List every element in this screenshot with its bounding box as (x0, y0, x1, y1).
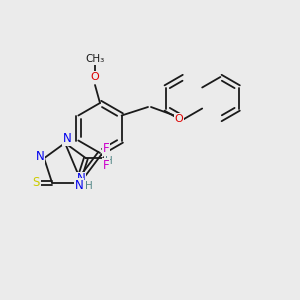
Text: F: F (103, 142, 109, 155)
Text: H: H (105, 156, 113, 166)
Text: N: N (63, 133, 71, 146)
Text: N: N (36, 150, 44, 163)
Text: O: O (175, 114, 183, 124)
Text: CH₃: CH₃ (85, 54, 105, 64)
Text: H: H (85, 181, 93, 191)
Text: F: F (103, 159, 109, 172)
Text: N: N (76, 172, 85, 185)
Text: S: S (32, 176, 40, 189)
Text: O: O (91, 72, 99, 82)
Text: N: N (75, 179, 83, 192)
